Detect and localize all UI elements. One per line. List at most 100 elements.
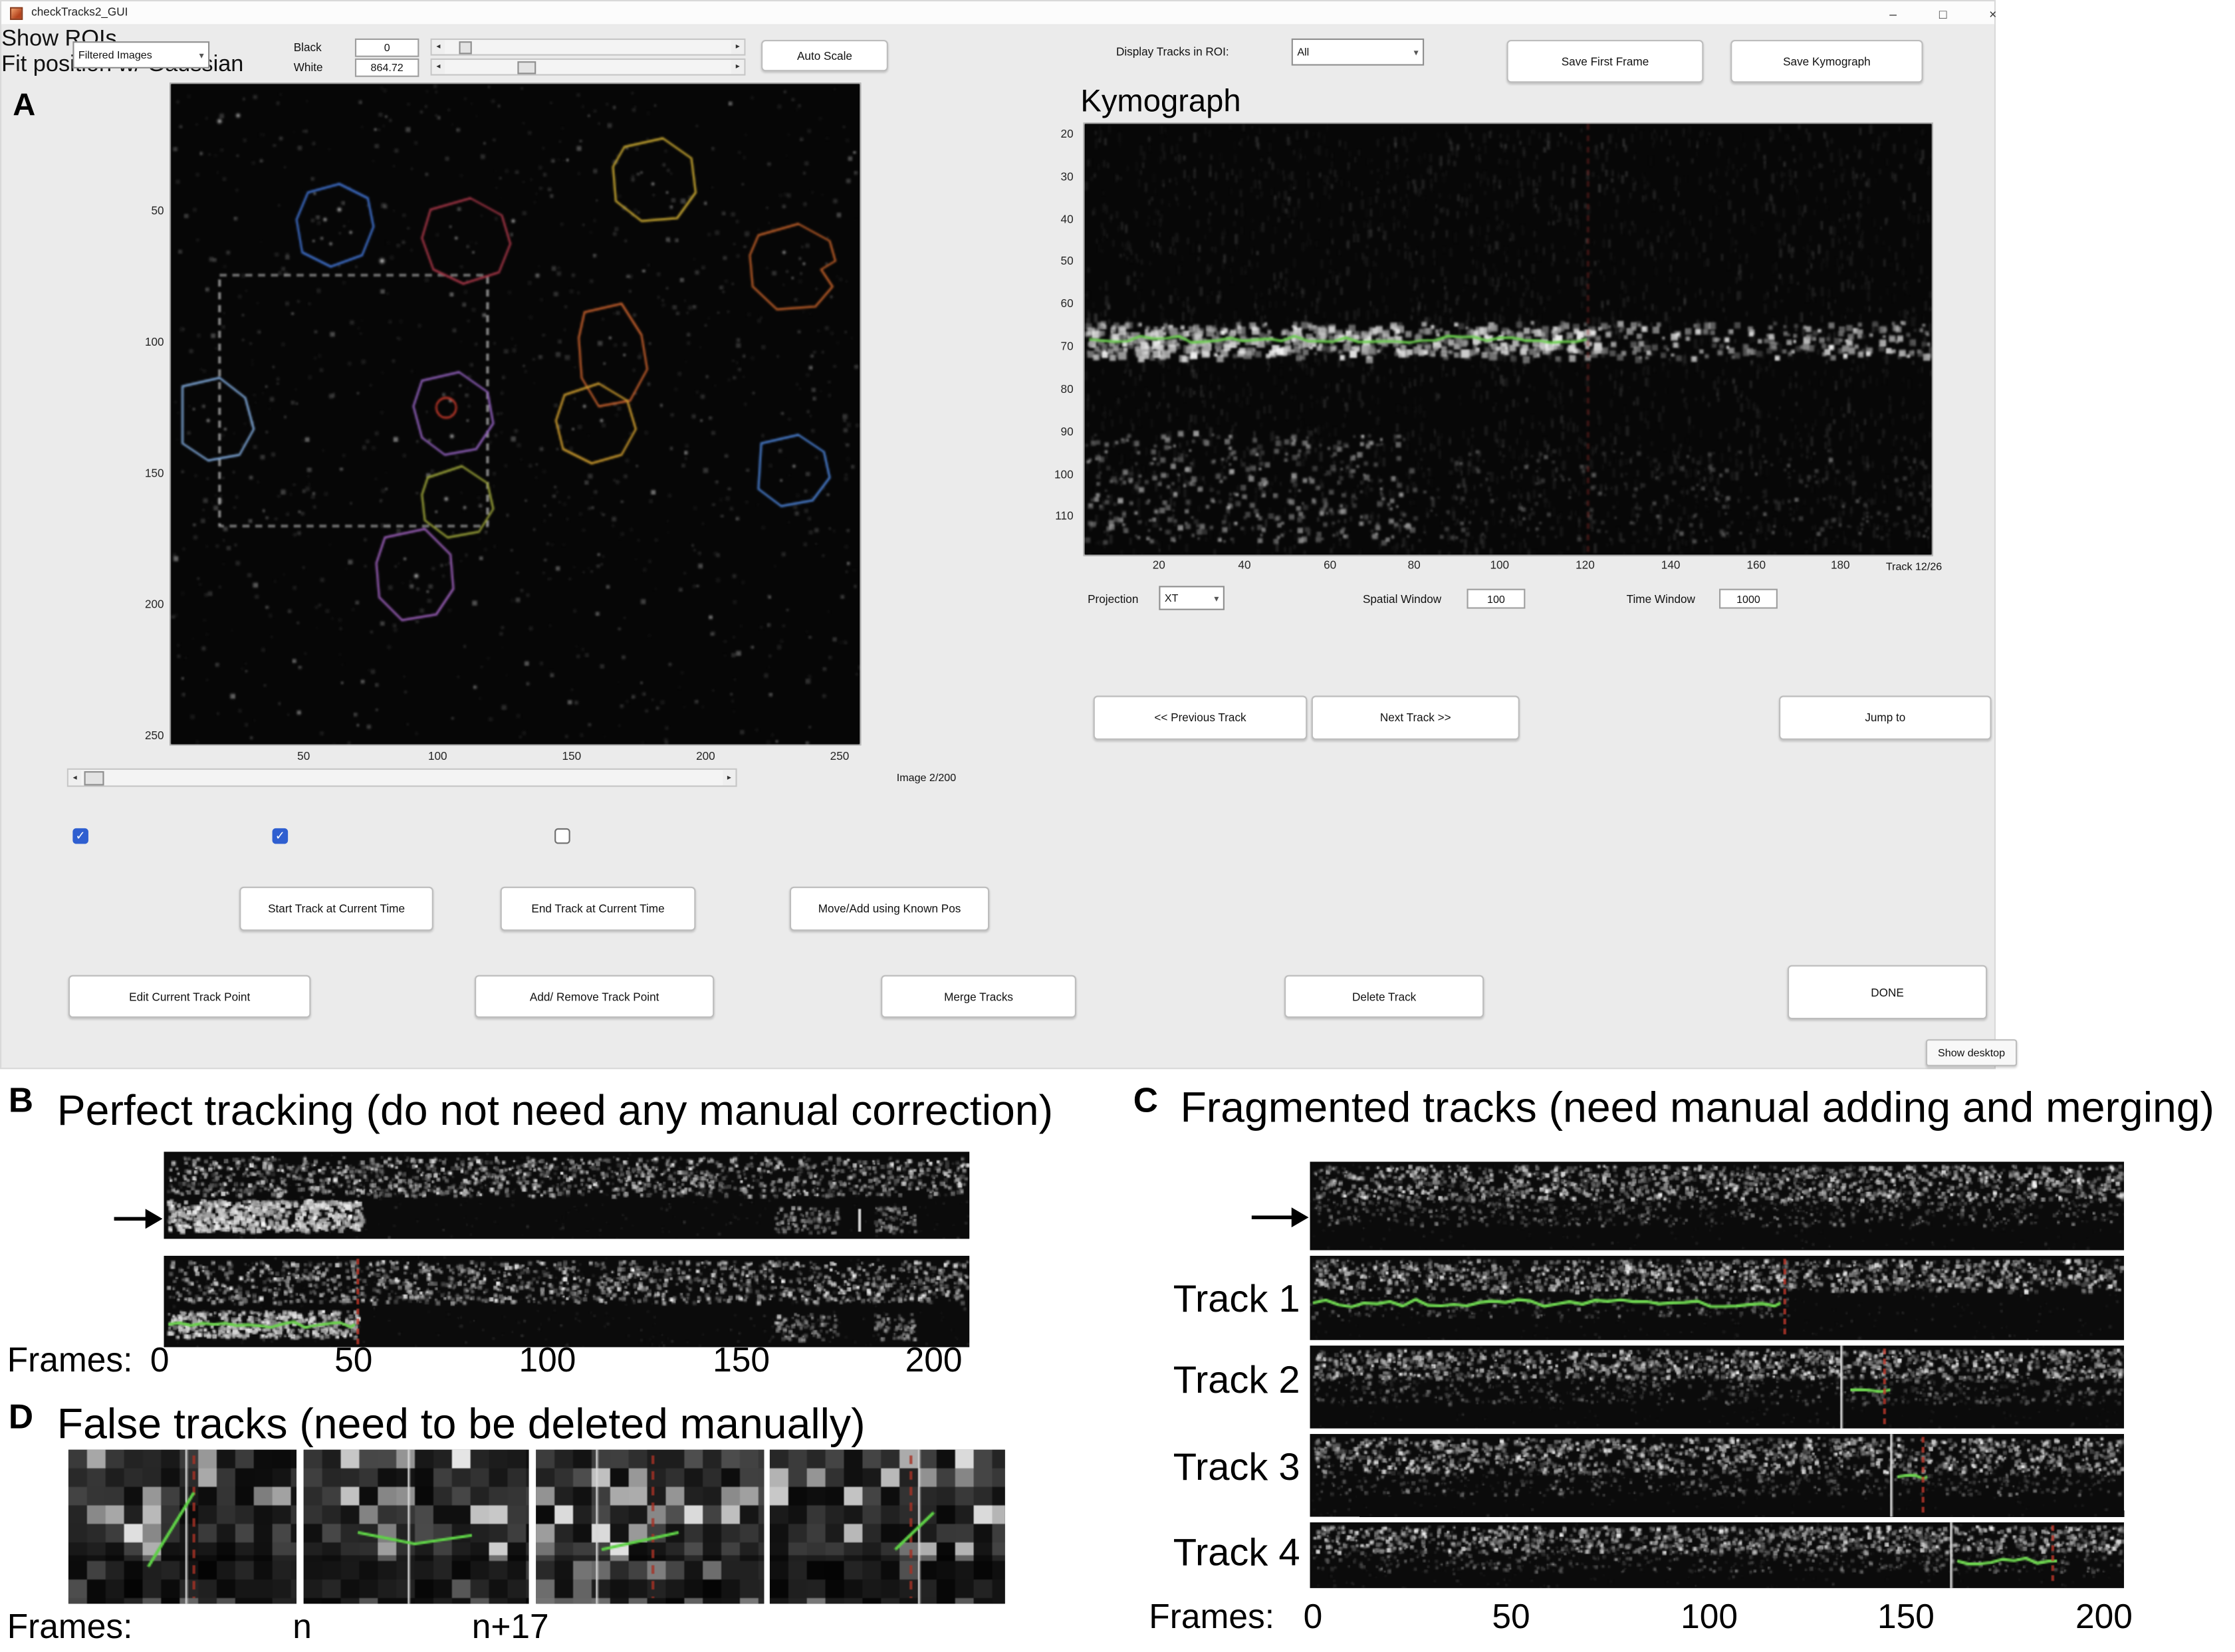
panel-d-image-3 [536, 1449, 765, 1604]
panel-b-frame-tick: 150 [713, 1341, 770, 1380]
panel-c-track3-image [1310, 1434, 2125, 1517]
panel-c-frame-tick: 150 [1877, 1597, 1935, 1637]
window-title: checkTracks2_GUI [31, 5, 128, 19]
add-remove-track-point-button[interactable]: Add/ Remove Track Point [475, 975, 715, 1018]
show-desktop-button[interactable]: Show desktop [1925, 1039, 2018, 1066]
delete-track-button[interactable]: Delete Track [1284, 975, 1484, 1018]
panel-b-frames-label: Frames: [7, 1341, 133, 1380]
panel-c-kymograph-raw [1310, 1161, 2125, 1250]
kymo-x-tick: 20 [1152, 558, 1165, 572]
panel-c-track-label: Track 1 [1173, 1277, 1300, 1320]
chevron-down-icon: ▾ [1413, 47, 1419, 58]
panel-d-image-2 [303, 1449, 529, 1604]
particle-image[interactable] [171, 84, 860, 745]
fit-gaussian-checkbox[interactable]: ✓ [554, 828, 570, 844]
panel-d-frames-label: Frames: [7, 1607, 133, 1647]
slider-right-arrow-icon[interactable]: ▸ [731, 40, 745, 55]
white-slider-thumb[interactable] [517, 60, 536, 74]
white-label: White [293, 61, 323, 74]
panel-c-title: Fragmented tracks (need manual adding an… [1180, 1084, 2214, 1132]
spatial-window-field[interactable]: 100 [1467, 588, 1526, 609]
slider-left-arrow-icon[interactable]: ◂ [431, 40, 445, 55]
arrow-right-icon [1251, 1207, 1309, 1228]
merge-tracks-button[interactable]: Merge Tracks [881, 975, 1076, 1018]
window-titlebar[interactable]: checkTracks2_GUI – □ × [1, 1, 1996, 26]
main-image-axes[interactable] [170, 82, 862, 746]
time-window-field[interactable]: 1000 [1719, 588, 1778, 609]
image-type-select[interactable]: Filtered Images ▾ [72, 41, 210, 68]
auto-scale-button[interactable]: Auto Scale [761, 40, 888, 72]
edit-track-point-button[interactable]: Edit Current Track Point [68, 975, 311, 1018]
kymo-y-tick: 60 [1060, 297, 1074, 310]
black-value-field[interactable]: 0 [354, 38, 419, 57]
kymograph-image[interactable] [1084, 124, 1932, 555]
white-slider[interactable]: ◂ ▸ [430, 58, 746, 76]
track-counter: Track 12/26 [1885, 560, 1942, 574]
kymo-x-tick: 140 [1661, 558, 1681, 572]
main-x-tick: 150 [562, 749, 582, 763]
minimize-button[interactable]: – [1889, 6, 1897, 21]
chevron-down-icon: ▾ [1214, 594, 1219, 604]
panel-d-frame-tick: n [293, 1607, 312, 1647]
jump-to-button[interactable]: Jump to [1779, 695, 1992, 740]
close-button[interactable]: × [1989, 6, 1997, 21]
app-icon [10, 7, 23, 21]
end-track-button[interactable]: End Track at Current Time [500, 886, 696, 931]
panel-d-image-1 [68, 1449, 297, 1604]
kymo-y-tick: 70 [1060, 340, 1074, 353]
kymo-x-tick: 100 [1490, 558, 1510, 572]
done-button[interactable]: DONE [1787, 965, 1988, 1020]
panel-d-false-track-image [769, 1449, 1005, 1604]
check-icon: ✓ [275, 828, 285, 843]
save-kymograph-button[interactable]: Save Kymograph [1730, 40, 1923, 83]
kymo-y-tick: 100 [1054, 468, 1074, 481]
black-slider[interactable]: ◂ ▸ [430, 38, 746, 56]
panel-d-image-4 [769, 1449, 1005, 1604]
panel-c-raw-image [1310, 1161, 2125, 1250]
show-rois-checkbox[interactable]: ✓ [272, 828, 289, 844]
slider-right-arrow-icon[interactable]: ▸ [723, 769, 736, 786]
panel-c-track1-strip [1310, 1256, 2125, 1340]
kymograph-title: Kymograph [1080, 82, 1241, 118]
projection-select[interactable]: XT ▾ [1159, 586, 1225, 610]
frame-slider-thumb[interactable] [84, 770, 104, 785]
frame-slider[interactable]: ◂ ▸ [66, 768, 737, 787]
projection-label: Projection [1088, 593, 1139, 606]
white-value-field[interactable]: 864.72 [354, 58, 419, 77]
next-track-button[interactable]: Next Track >> [1311, 695, 1520, 740]
kymo-y-tick: 30 [1060, 170, 1074, 183]
panel-b-title: Perfect tracking (do not need any manual… [57, 1088, 1054, 1135]
slider-right-arrow-icon[interactable]: ▸ [731, 60, 745, 74]
start-track-button[interactable]: Start Track at Current Time [239, 886, 433, 931]
previous-track-button[interactable]: << Previous Track [1093, 695, 1308, 740]
maximize-button[interactable]: □ [1939, 6, 1947, 21]
main-x-tick: 50 [297, 749, 310, 763]
panel-c-track-label: Track 2 [1173, 1358, 1300, 1401]
main-x-tick: 200 [696, 749, 715, 763]
panel-b-kymograph-raw-image [164, 1151, 970, 1239]
kymograph-axes[interactable] [1083, 122, 1933, 556]
panel-c-track1-image [1310, 1256, 2125, 1340]
black-slider-thumb[interactable] [459, 41, 472, 54]
save-first-frame-button[interactable]: Save First Frame [1506, 40, 1704, 83]
slider-left-arrow-icon[interactable]: ◂ [68, 769, 82, 786]
spatial-window-label: Spatial Window [1362, 593, 1442, 606]
main-y-tick: 250 [144, 729, 164, 743]
roi-select[interactable]: All ▾ [1291, 38, 1425, 66]
main-x-tick: 250 [830, 749, 850, 763]
move-add-known-pos-button[interactable]: Move/Add using Known Pos [789, 886, 990, 931]
panel-b-frame-tick: 200 [905, 1341, 963, 1380]
panel-c-letter: C [1133, 1082, 1158, 1121]
panel-b-kymograph-tracked [164, 1256, 970, 1348]
panel-d-false-track-image [303, 1449, 529, 1604]
main-y-tick: 50 [151, 204, 164, 218]
time-window-label: Time Window [1626, 593, 1695, 606]
show-particle-position-checkbox[interactable]: ✓ [72, 828, 88, 844]
panel-d-title: False tracks (need to be deleted manuall… [57, 1401, 866, 1449]
panel-d-false-track-image [536, 1449, 765, 1604]
kymo-x-tick: 180 [1830, 558, 1850, 572]
slider-left-arrow-icon[interactable]: ◂ [431, 60, 445, 74]
display-tracks-label: Display Tracks in ROI: [1116, 45, 1229, 59]
main-y-tick: 150 [144, 467, 164, 480]
